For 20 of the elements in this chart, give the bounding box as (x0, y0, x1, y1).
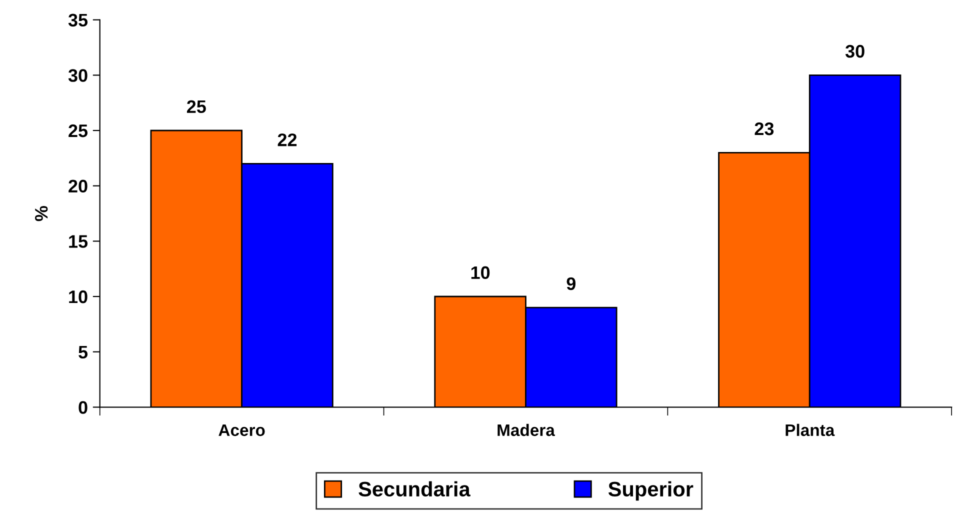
x-tick-label: Acero (218, 424, 265, 436)
y-tick-label: 15 (69, 235, 88, 248)
x-tick-label: Madera (498, 424, 556, 436)
y-tick-label: 0 (78, 401, 88, 414)
y-tick-label: 20 (68, 180, 88, 193)
y-tick-label: 25 (68, 124, 88, 138)
x-tick-label: Planta (786, 424, 835, 436)
data-label: 23 (754, 122, 774, 136)
y-tick-label: 10 (69, 290, 88, 304)
y-tick-label: 30 (68, 69, 88, 82)
data-label: 25 (186, 100, 206, 114)
data-label: 10 (471, 266, 490, 280)
y-tick-label: 5 (78, 346, 88, 359)
data-label: 9 (566, 277, 576, 290)
data-label: 22 (278, 133, 297, 146)
legend-label: Superior (608, 481, 694, 501)
y-tick-label: 35 (68, 14, 88, 27)
y-axis-title: % (34, 206, 48, 222)
legend-label: Secundaria (358, 481, 470, 497)
data-label: 30 (845, 44, 864, 58)
